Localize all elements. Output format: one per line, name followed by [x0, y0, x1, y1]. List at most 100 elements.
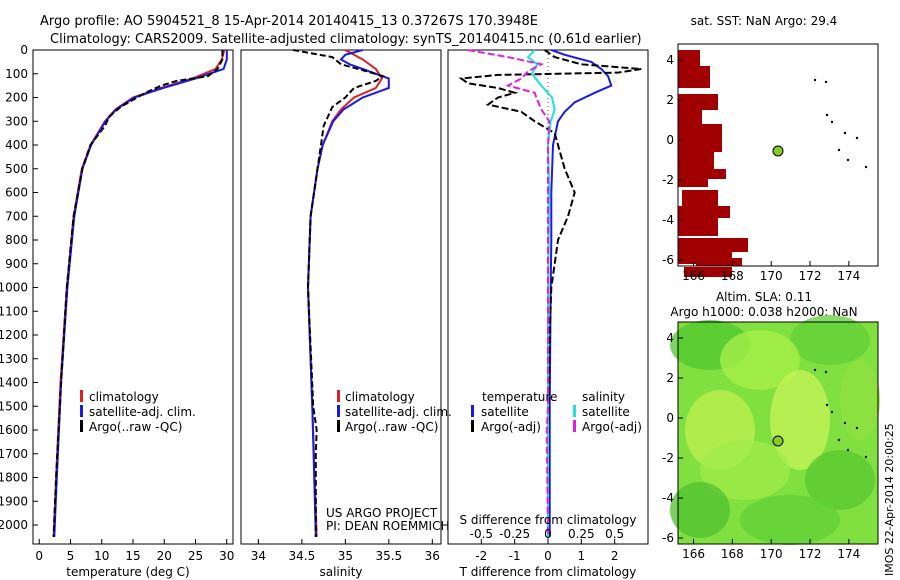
sst-map-frame — [677, 43, 879, 267]
island — [846, 158, 850, 162]
y-tick-label: 1400 — [0, 376, 28, 390]
y-tick-label: -2 — [662, 173, 674, 187]
secondary-x-tick-label: -0.25 — [499, 527, 530, 541]
missing-data-block — [696, 258, 742, 266]
y-tick-label: 2 — [666, 371, 674, 385]
legend-swatch-argo — [337, 420, 340, 432]
missing-data-block — [678, 206, 730, 218]
x-tick-label: -2 — [475, 549, 487, 563]
series-line-temperature-satellite — [548, 49, 613, 537]
missing-data-block — [678, 94, 718, 110]
x-tick-label: 5 — [67, 549, 75, 563]
salinity-xlabel: salinity — [319, 565, 362, 579]
legend-label: climatology — [89, 390, 159, 404]
legend-swatch-t-satellite — [471, 405, 474, 417]
y-tick-label: 4 — [666, 331, 674, 345]
island — [837, 438, 841, 442]
series-line-salinity-argo-adj- — [467, 49, 551, 537]
x-tick-label: 15 — [125, 549, 140, 563]
sla-map-title-1: Altim. SLA: 0.11 — [716, 290, 812, 304]
title-line-1: Argo profile: AO 5904521_8 15-Apr-2014 2… — [40, 14, 538, 29]
x-tick-label: 174 — [837, 547, 860, 561]
island — [824, 80, 828, 84]
x-tick-label: 166 — [682, 547, 705, 561]
missing-data-block — [678, 179, 708, 187]
legend-swatch-t-argo — [471, 420, 474, 432]
x-tick-label: 34.5 — [289, 549, 316, 563]
island — [830, 120, 834, 124]
x-tick-label: 168 — [721, 269, 744, 283]
legend-salinity-title: salinity — [582, 390, 625, 404]
legend-label: satellite-adj. clim. — [345, 405, 452, 419]
y-tick-label: 900 — [5, 257, 28, 271]
secondary-x-tick-label: 0.5 — [605, 527, 624, 541]
difference-secondary-xlabel: S difference from climatology — [460, 513, 637, 527]
y-tick-label: 1600 — [0, 423, 28, 437]
missing-data-block — [678, 238, 748, 252]
island — [864, 165, 868, 169]
sla-map-title-2: Argo h1000: 0.038 h2000: NaN — [670, 305, 857, 319]
y-tick-label: 700 — [5, 209, 28, 223]
sla-field-patch — [770, 370, 830, 470]
legend-label: satellite — [582, 405, 630, 419]
island — [825, 113, 829, 117]
series-line-climatology — [52, 49, 226, 537]
imos-stamp: IMOS 22-Apr-2014 20:00:25 — [883, 423, 896, 576]
x-tick-label: 34 — [251, 549, 266, 563]
salinity-panel: 34 34.5 35 35.5 36 salinity climatology sate… — [240, 49, 452, 579]
sla-map-frame — [677, 321, 879, 545]
island — [824, 370, 828, 374]
y-tick-label: 2 — [666, 93, 674, 107]
secondary-x-tick-label: 0.25 — [568, 527, 595, 541]
y-tick-label: 800 — [5, 233, 28, 247]
island — [825, 403, 829, 407]
x-tick-label: 168 — [721, 547, 744, 561]
series-line-satellite-adj-clim- — [306, 49, 390, 537]
series-line-argo-raw-qc- — [52, 50, 224, 537]
y-tick-label: 100 — [5, 67, 28, 81]
y-tick-label: 1800 — [0, 471, 28, 485]
missing-data-block — [684, 224, 710, 236]
y-tick-label: -6 — [662, 531, 674, 545]
y-tick-label: -4 — [662, 213, 674, 227]
x-tick-label: 170 — [760, 269, 783, 283]
legend-label: Argo(..raw -QC) — [345, 420, 438, 434]
y-tick-label: 0 — [666, 133, 674, 147]
missing-data-block — [684, 267, 732, 277]
y-tick-label: 1900 — [0, 494, 28, 508]
sst-map-panel: sat. SST: NaN Argo: 29.4 166 168 170 172 174… — [662, 14, 879, 283]
missing-data-block — [682, 190, 718, 208]
island — [837, 148, 841, 152]
sst-map-title: sat. SST: NaN Argo: 29.4 — [691, 14, 838, 28]
x-tick-label: 0 — [35, 549, 43, 563]
legend-label: Argo(..raw -QC) — [89, 420, 182, 434]
island — [813, 78, 817, 82]
y-tick-label: 1000 — [0, 281, 28, 295]
difference-panel: -2 -1 0 1 2 -0.5 -0.25 0 0.25 0.5 T difference fr… — [447, 49, 649, 579]
missing-data-block — [678, 152, 714, 170]
legend-swatch-satellite — [80, 405, 83, 417]
y-tick-label: 1700 — [0, 447, 28, 461]
y-tick-label: 300 — [5, 114, 28, 128]
x-tick-label: 174 — [837, 269, 860, 283]
x-tick-label: 20 — [157, 549, 172, 563]
credit-line-2: PI: DEAN ROEMMICH — [326, 519, 449, 533]
island — [843, 421, 847, 425]
temperature-frame — [32, 49, 234, 545]
y-tick-label: 1100 — [0, 304, 28, 318]
series-line-argo-raw-qc- — [293, 49, 385, 537]
x-tick-label: 0 — [544, 549, 552, 563]
legend-label: satellite-adj. clim. — [89, 405, 196, 419]
y-tick-label: 0 — [666, 411, 674, 425]
x-tick-label: 172 — [799, 547, 822, 561]
y-tick-label: 1500 — [0, 399, 28, 413]
x-tick-label: 172 — [799, 269, 822, 283]
sla-field-patch — [840, 360, 880, 440]
x-tick-label: 1 — [578, 549, 586, 563]
legend-swatch-climatology — [80, 390, 83, 402]
secondary-x-tick-label: 0 — [544, 527, 552, 541]
difference-legend: temperature salinity satellite Argo(-adj… — [471, 390, 642, 434]
missing-data-block — [678, 50, 700, 66]
x-tick-label: 2 — [611, 549, 619, 563]
y-tick-label: -2 — [662, 451, 674, 465]
